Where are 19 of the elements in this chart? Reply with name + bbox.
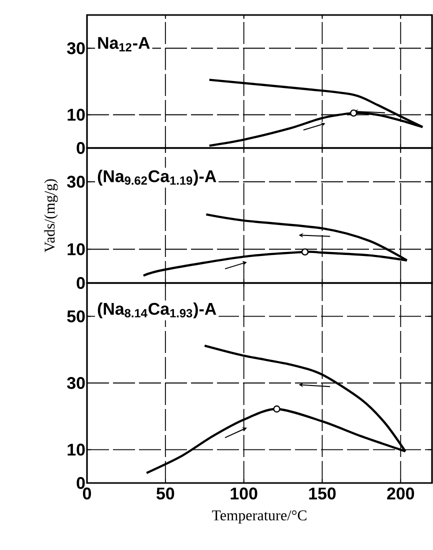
x-axis-title: Temperature/°C: [212, 510, 306, 524]
y-tick-label: 10: [68, 444, 85, 456]
y-tick-label: 30: [67, 176, 85, 188]
text: Na$_{12}$-A: [98, 37, 150, 52]
x-tick-label: 50: [156, 488, 174, 500]
text: (Na$_{9.62}$Ca$_{1.19}$)-A: [98, 170, 216, 186]
y-tick-label: 30: [67, 376, 85, 390]
x-tick-label: 200: [387, 488, 414, 500]
y-tick-label: 0: [76, 276, 85, 289]
y-tick-label: 10: [68, 243, 85, 256]
y-axis-title: Vads/(mg/g): [44, 179, 58, 252]
y-tick-label: 0: [76, 477, 85, 489]
y-tick-label: 30: [67, 42, 85, 54]
y-tick-label: 0: [76, 142, 85, 154]
y-tick-label: 50: [67, 310, 85, 322]
y-tick-label: 10: [68, 108, 85, 121]
x-tick-label: 100: [230, 488, 258, 500]
text: (Na$_{8.14}$Ca$_{1.93}$)-A: [98, 302, 216, 318]
x-tick-label: 150: [309, 488, 336, 500]
